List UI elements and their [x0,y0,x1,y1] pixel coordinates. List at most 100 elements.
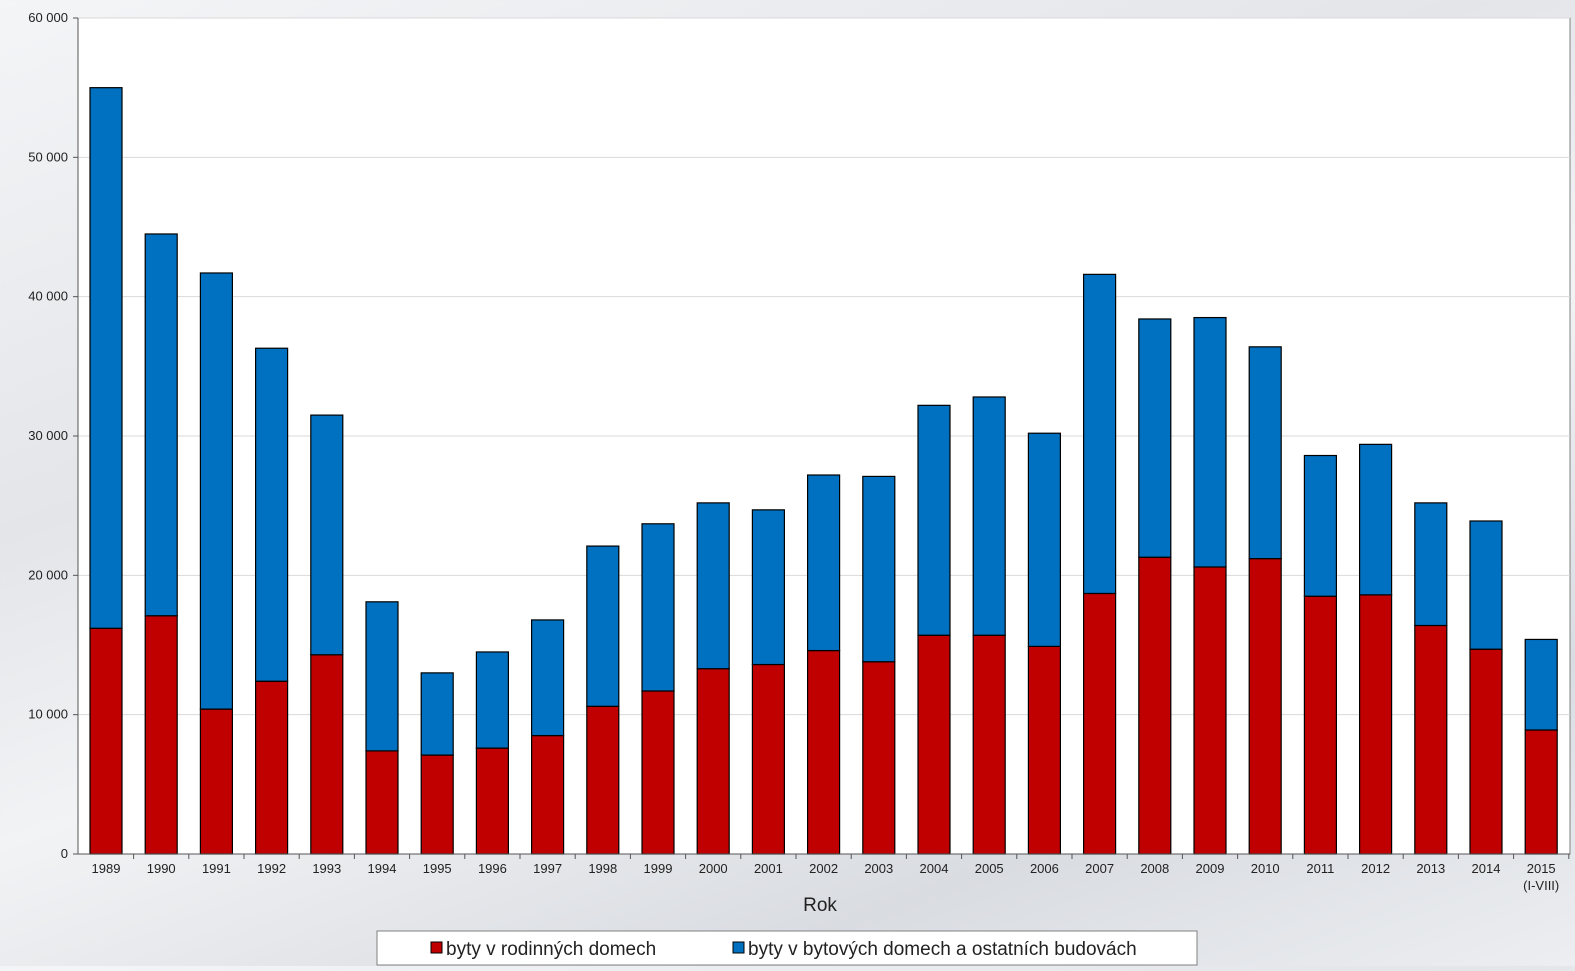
x-tick-label: 2004 [920,861,949,876]
bar-2013-series-0 [1414,624,1448,855]
bar-1989-series-0 [89,627,123,855]
legend-label-rodinne-domy: byty v rodinných domech [446,939,656,960]
legend-swatch-rodinne-domy [430,941,443,954]
x-tick-label: 2012 [1361,861,1390,876]
bar-1996-series-1 [475,651,509,749]
bar-2015-series-0 [1524,729,1558,855]
bar-2007-series-0 [1082,592,1117,855]
bar-1992-series-0 [255,680,289,855]
bar-2012-series-0 [1358,594,1393,855]
bar-1995-series-0 [420,754,454,855]
x-axis-title: Rok [803,895,837,916]
x-tick-sublabel: (I-VIII) [1523,878,1559,893]
bar-1998-series-1 [586,545,620,707]
bars [89,87,1558,855]
bar-2002-series-1 [806,474,841,652]
legend: byty v rodinných domech byty v bytových … [376,930,1198,966]
bar-1992-series-1 [255,347,289,682]
x-tick-label: 2009 [1196,861,1225,876]
x-tick-label: 1992 [257,861,286,876]
bar-2010-series-1 [1248,346,1282,560]
x-tick-label: 1993 [312,861,341,876]
bar-2006-series-1 [1027,432,1062,647]
bar-1997-series-0 [530,734,565,855]
bar-2015-series-1 [1524,638,1558,731]
bar-2000-series-0 [696,668,730,855]
x-tick-label: 1995 [423,861,452,876]
bar-2009-series-0 [1193,566,1227,855]
bar-1994-series-1 [365,601,399,752]
bar-2007-series-1 [1082,273,1117,595]
bar-2014-series-1 [1469,520,1503,650]
x-tick-label: 2001 [754,861,783,876]
bar-1989-series-1 [89,87,123,629]
bar-1990-series-0 [144,615,178,855]
legend-label-bytove-domy: byty v bytových domech a ostatních budov… [748,939,1137,960]
bar-1997-series-1 [530,619,565,737]
bar-2010-series-0 [1248,558,1282,855]
x-tick-label: 2010 [1251,861,1280,876]
bar-2005-series-0 [972,634,1006,855]
bar-1993-series-1 [310,414,344,656]
y-tick-label: 0 [61,846,68,861]
x-tick-label: 1998 [588,861,617,876]
x-tick-label: 1997 [533,861,562,876]
x-tick-label: 2006 [1030,861,1059,876]
bar-2001-series-1 [751,509,786,666]
bar-2006-series-0 [1027,645,1062,855]
bar-1998-series-0 [586,705,620,855]
y-tick-label: 40 000 [28,289,68,304]
x-tick-label: 2000 [699,861,728,876]
bar-2002-series-0 [806,649,841,855]
x-tick-label: 2008 [1140,861,1169,876]
bar-1994-series-0 [365,750,399,855]
x-tick-label: 1996 [478,861,507,876]
x-tick-label: 1990 [147,861,176,876]
x-tick-label: 2007 [1085,861,1114,876]
bar-2011-series-0 [1303,595,1338,855]
y-tick-label: 20 000 [28,567,68,582]
x-tick-label: 2011 [1306,861,1334,876]
x-tick-label: 2015 [1527,861,1556,876]
x-tick-label: 1991 [202,861,231,876]
bar-1999-series-1 [641,523,675,692]
x-tick-label: 1994 [368,861,397,876]
y-tick-label: 10 000 [28,707,68,722]
x-tick-label: 2013 [1416,861,1445,876]
bar-1999-series-0 [641,690,675,855]
bar-1991-series-1 [199,272,233,710]
bar-1990-series-1 [144,233,178,617]
bar-1993-series-0 [310,654,344,855]
legend-swatch-bytove-domy [732,941,745,954]
bar-2012-series-1 [1358,443,1393,596]
x-tick-label: 2014 [1472,861,1501,876]
bar-2003-series-0 [862,661,896,855]
bar-2014-series-0 [1469,648,1503,855]
bar-2004-series-1 [917,404,951,636]
y-tick-label: 50 000 [28,149,68,164]
x-tick-label: 2002 [809,861,838,876]
x-tick-label: 2005 [975,861,1004,876]
x-tick-label: 1999 [644,861,673,876]
bar-2001-series-0 [751,663,786,855]
bar-2009-series-1 [1193,316,1227,568]
bar-2000-series-1 [696,502,730,670]
bar-2011-series-1 [1303,454,1338,597]
bar-2008-series-0 [1138,556,1172,855]
y-tick-label: 30 000 [28,428,68,443]
bar-2008-series-1 [1138,318,1172,558]
bar-1991-series-0 [199,708,233,855]
y-tick-label: 60 000 [28,10,68,25]
bar-2005-series-1 [972,396,1006,636]
legend-box [376,930,1198,966]
bar-2003-series-1 [862,475,896,663]
bar-2004-series-0 [917,634,951,855]
bar-1996-series-0 [475,747,509,855]
x-tick-label: 2003 [864,861,893,876]
bar-2013-series-1 [1414,502,1448,627]
x-tick-label: 1989 [92,861,121,876]
bar-1995-series-1 [420,672,454,756]
axes: 0 10 000 20 000 30 000 40 000 50 000 60 000 198… [28,10,1570,893]
